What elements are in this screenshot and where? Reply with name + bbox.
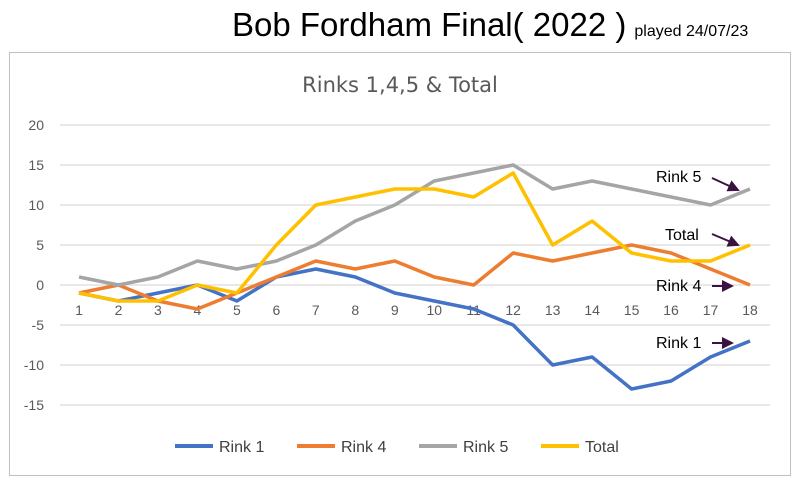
x-tick-label: 2 [115,302,123,318]
y-tick-label: 0 [36,277,44,293]
legend-label: Rink 5 [463,439,508,456]
x-tick-label: 16 [663,302,679,318]
annotation-label: Rink 5 [656,169,701,186]
legend-label: Rink 4 [341,439,386,456]
annotation-label: Total [665,227,699,244]
x-tick-label: 12 [505,302,521,318]
y-tick-label: -15 [24,397,44,413]
x-tick-label: 10 [426,302,442,318]
x-tick-label: 1 [75,302,83,318]
y-tick-label: 10 [28,197,44,213]
annotation-arrow [711,233,740,247]
annotation-label: Rink 1 [656,335,701,352]
series-line-rink-1 [78,267,751,391]
x-tick-label: 14 [584,302,600,318]
x-tick-label: 17 [703,302,719,318]
legend-label: Rink 1 [219,439,264,456]
x-tick-label: 18 [742,302,758,318]
chart-title: Rinks 1,4,5 & Total [302,73,498,97]
x-tick-label: 8 [351,302,359,318]
main-title: Bob Fordham Final( 2022 ) [232,6,627,43]
x-tick-label: 13 [545,302,561,318]
series-line-rink-5 [78,163,751,287]
series-line-total [78,171,751,303]
y-tick-label: 15 [28,157,44,173]
y-tick-label: -10 [24,357,44,373]
y-tick-label: 20 [28,117,44,133]
x-tick-label: 15 [624,302,640,318]
y-tick-label: -5 [32,317,45,333]
legend-label: Total [585,439,619,456]
annotation-label: Rink 4 [656,278,701,295]
y-tick-label: 5 [36,237,44,253]
played-date: played 24/07/23 [634,23,749,40]
annotation-arrow [711,177,740,192]
header: Bob Fordham Final( 2022 ) played 24/07/23 [232,6,748,44]
series-line-rink-4 [78,243,751,311]
x-tick-label: 3 [154,302,162,318]
chart-frame [9,52,791,476]
x-tick-label: 5 [233,302,241,318]
x-tick-label: 7 [312,302,320,318]
x-tick-label: 9 [391,302,399,318]
x-tick-label: 6 [272,302,280,318]
